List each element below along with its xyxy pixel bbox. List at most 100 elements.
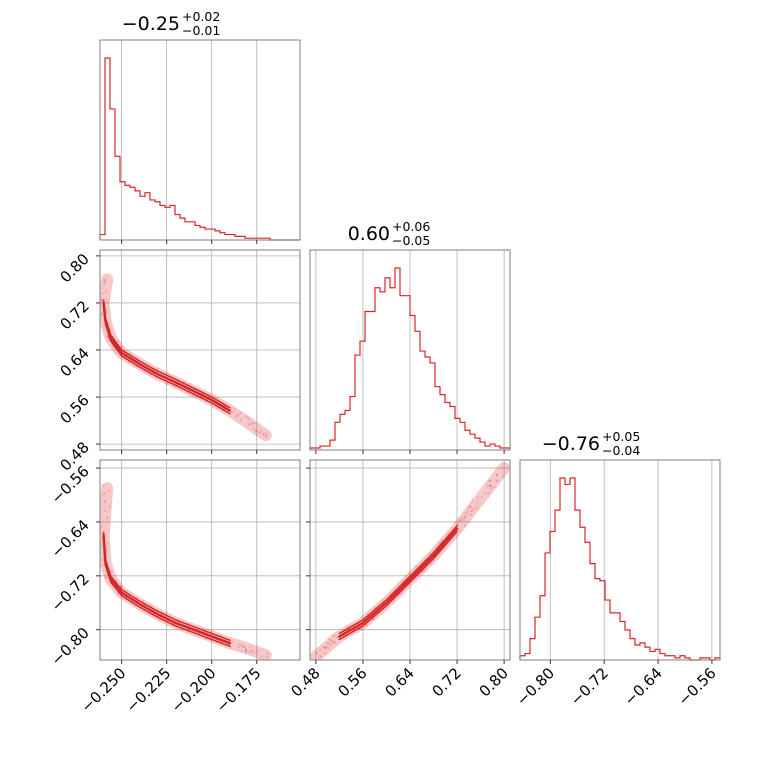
- sample-point: [475, 506, 478, 509]
- sample-point: [414, 565, 418, 568]
- sample-point: [451, 539, 455, 542]
- sample-point: [235, 414, 239, 417]
- sample-point: [100, 525, 103, 528]
- sample-point: [469, 513, 473, 516]
- sample-point: [331, 635, 335, 638]
- sample-point: [106, 335, 109, 339]
- sample-point: [472, 507, 475, 511]
- sample-point: [253, 421, 256, 425]
- hist-panel-2: −0.76 +0.05−0.04: [519, 429, 721, 664]
- param-title-minus-2: −0.04: [602, 443, 640, 458]
- sample-point: [110, 569, 113, 573]
- sample-point: [244, 649, 247, 652]
- contour-core: [102, 534, 231, 645]
- x-tick-label: −0.64: [621, 664, 666, 709]
- x-tick-label: −0.175: [213, 664, 265, 716]
- sample-point: [232, 410, 236, 414]
- sample-point: [158, 619, 161, 622]
- x-tick-label: 0.72: [429, 664, 465, 700]
- sample-point: [239, 411, 242, 415]
- sample-point: [329, 643, 333, 646]
- param-title-2: −0.76: [542, 433, 600, 455]
- sample-point: [248, 650, 251, 653]
- sample-point: [481, 496, 484, 499]
- sample-point: [240, 649, 243, 653]
- sample-point: [248, 422, 251, 426]
- sample-point: [251, 421, 255, 424]
- panel-frame: [99, 39, 301, 241]
- sample-point: [476, 496, 480, 499]
- x-tick-label: 0.64: [381, 664, 417, 700]
- histogram-1: [309, 267, 511, 450]
- x-tick-label: 0.56: [334, 664, 370, 700]
- sample-point: [495, 473, 499, 477]
- sample-point: [244, 649, 248, 652]
- sample-point: [365, 623, 369, 627]
- sample-point: [108, 504, 111, 508]
- sample-point: [463, 524, 467, 528]
- x-tick-label: −0.72: [567, 664, 612, 709]
- sample-point: [470, 499, 474, 502]
- sample-point: [324, 645, 328, 649]
- sample-point: [488, 479, 492, 483]
- contour-core: [102, 301, 231, 412]
- pair-content: [100, 273, 272, 442]
- histogram-0: [99, 57, 300, 241]
- sample-point: [459, 518, 462, 522]
- sample-point: [429, 562, 433, 565]
- y-tick-label: 0.72: [56, 297, 92, 333]
- sample-point: [106, 550, 109, 554]
- sample-point: [106, 542, 109, 545]
- sample-point: [242, 645, 245, 649]
- x-tick-label: 0.80: [476, 664, 512, 700]
- sample-point: [104, 576, 107, 579]
- x-tick-label: 0.48: [287, 664, 323, 700]
- sample-point: [106, 338, 110, 342]
- sample-point: [120, 345, 123, 348]
- histogram-2: [519, 477, 721, 661]
- sample-point: [245, 415, 248, 419]
- sample-point: [243, 645, 246, 648]
- sample-point: [260, 655, 263, 658]
- x-tick-label: −0.250: [77, 664, 129, 716]
- sample-point: [114, 351, 118, 354]
- sample-point: [104, 492, 107, 495]
- param-title-plus-0: +0.02: [182, 9, 220, 24]
- x-tick-label: −0.200: [168, 664, 220, 716]
- hist-panel-0: −0.25 +0.02−0.01: [99, 9, 301, 244]
- sample-point: [235, 415, 238, 418]
- sample-point: [103, 500, 107, 503]
- sample-point: [101, 558, 104, 562]
- sample-point: [266, 652, 269, 655]
- y-tick-label: 0.80: [56, 250, 92, 286]
- sample-point: [495, 479, 498, 482]
- sample-point: [166, 382, 169, 385]
- sample-point: [486, 484, 489, 488]
- sample-point: [464, 514, 467, 518]
- sample-point: [100, 300, 103, 303]
- sample-point: [381, 599, 384, 602]
- param-title-0: −0.25: [122, 13, 180, 35]
- sample-point: [470, 509, 474, 512]
- sample-point: [262, 433, 266, 436]
- y-tick-label: 0.64: [56, 344, 92, 380]
- sample-point: [488, 479, 492, 483]
- sample-point: [318, 648, 322, 652]
- sample-point: [332, 641, 335, 645]
- sample-point: [115, 579, 119, 582]
- sample-point: [100, 312, 103, 315]
- sample-point: [107, 322, 111, 325]
- sample-point: [487, 491, 490, 495]
- sample-point: [100, 313, 103, 316]
- sample-point: [469, 505, 473, 509]
- x-tick-label: −0.80: [513, 664, 558, 709]
- pair-content: [310, 462, 510, 660]
- sample-point: [244, 649, 248, 652]
- sample-point: [244, 647, 248, 651]
- param-title-plus-2: +0.05: [602, 429, 640, 444]
- sample-point: [102, 292, 105, 295]
- sample-point: [323, 652, 326, 655]
- sample-point: [322, 645, 325, 649]
- pair-panel-1: [96, 459, 301, 664]
